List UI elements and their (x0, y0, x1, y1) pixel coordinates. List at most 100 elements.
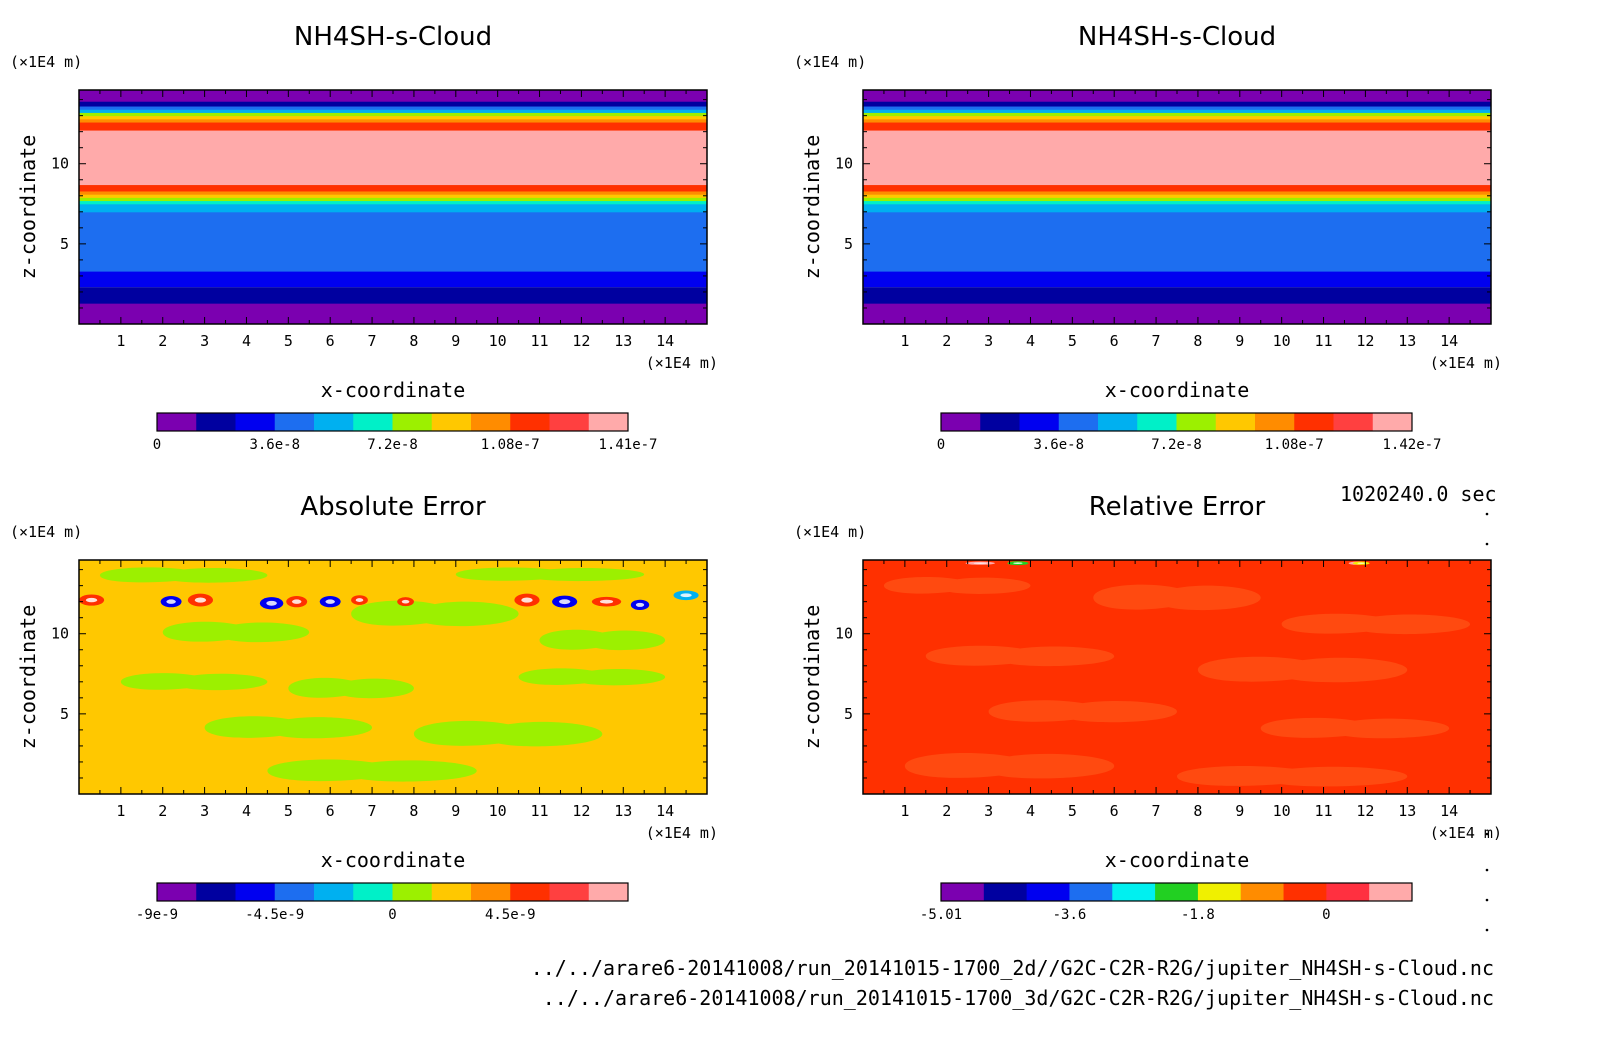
colorbar-swatch (1283, 883, 1327, 901)
x-tick-label: 9 (451, 332, 460, 350)
y-tick-label: 5 (60, 235, 69, 253)
x-tick-label: 3 (984, 332, 993, 350)
contour-band (863, 184, 1491, 192)
x-tick-label: 10 (489, 332, 507, 350)
x-tick-label: 14 (1440, 332, 1458, 350)
colorbar-swatch (510, 883, 550, 901)
colorbar-tick-label: -1.8 (1181, 907, 1215, 923)
contour-band (79, 203, 707, 213)
x-axis-label: x-coordinate (321, 848, 466, 872)
contour-band (79, 118, 707, 123)
x-tick-label: 4 (242, 802, 251, 820)
colorbar-swatch (1026, 883, 1070, 901)
y-unit-label: (×1E4 m) (10, 523, 82, 541)
colorbar-swatch (235, 883, 276, 901)
y-tick-label: 5 (844, 705, 853, 723)
x-tick-label: 7 (1152, 332, 1161, 350)
plot-area (863, 90, 1491, 324)
chart-panel-2: 1 2 3 4 5 6 7 8 9 10 11 12 13 14510NH4SH-s-Cloud(×1E4… (794, 22, 1502, 453)
contour-core (599, 599, 614, 604)
plot-area (863, 560, 1491, 794)
colorbar-swatch (353, 883, 393, 901)
x-unit-label: (×1E4 m) (646, 354, 718, 372)
colorbar-tick-label: 7.2e-8 (1151, 437, 1202, 453)
colorbar-swatch (1112, 883, 1156, 901)
contour-band (79, 194, 707, 198)
colorbar-swatch (471, 413, 511, 431)
x-tick-label: 13 (1398, 802, 1416, 820)
contour-core (973, 562, 987, 564)
x-tick-label: 8 (1193, 802, 1202, 820)
contour-core (521, 597, 533, 603)
colorbar-swatch (1255, 413, 1295, 431)
colorbar-swatch (157, 413, 197, 431)
contour-band (79, 200, 707, 205)
contour-band (79, 122, 707, 131)
colorbar-frame (156, 882, 629, 902)
x-axis-label: x-coordinate (321, 378, 466, 402)
colorbar-swatch (549, 413, 590, 431)
x-tick-label: 14 (656, 802, 674, 820)
y-unit-label: (×1E4 m) (10, 53, 82, 71)
contour-region (883, 576, 1031, 594)
x-tick-label: 13 (614, 332, 632, 350)
contour-region (288, 677, 414, 699)
colorbar-swatch (1333, 413, 1374, 431)
contour-band (79, 115, 707, 120)
contour-region (539, 629, 666, 651)
colorbar-tick-label: 1.41e-7 (598, 437, 657, 453)
colorbar-tick-label: 1.08e-7 (481, 437, 540, 453)
x-tick-label: 5 (284, 332, 293, 350)
y-axis-label: z-coordinate (16, 135, 40, 280)
colorbar-swatch (983, 883, 1028, 901)
contour-band (863, 197, 1491, 202)
x-tick-label: 4 (1026, 332, 1035, 350)
contour-core (401, 599, 410, 604)
colorbar-swatch (588, 413, 629, 431)
x-tick-label: 3 (984, 802, 993, 820)
y-tick-label: 10 (835, 625, 853, 643)
x-tick-label: 12 (1356, 802, 1374, 820)
contour-core (166, 599, 176, 604)
marker-dot (1485, 512, 1489, 516)
colorbar-tick-label: 0 (1322, 907, 1330, 923)
contour-core (1013, 562, 1023, 564)
plot-area (79, 90, 707, 324)
x-axis-label: x-coordinate (1105, 378, 1250, 402)
contour-region (1093, 584, 1261, 611)
y-unit-label: (×1E4 m) (794, 53, 866, 71)
x-tick-label: 14 (656, 332, 674, 350)
marker-dot (1485, 928, 1489, 932)
chart-title: Relative Error (1089, 492, 1266, 522)
contour-band (863, 203, 1491, 213)
colorbar-tick-label: 0 (388, 907, 396, 923)
contour-band (863, 194, 1491, 198)
x-tick-label: 7 (1152, 802, 1161, 820)
contour-core (194, 597, 207, 603)
x-tick-label: 6 (1110, 802, 1119, 820)
x-tick-label: 1 (116, 802, 125, 820)
colorbar-swatch (1240, 883, 1285, 901)
contour-band (863, 303, 1491, 324)
contour-band (79, 130, 707, 186)
x-tick-label: 13 (1398, 332, 1416, 350)
colorbar-swatch (314, 413, 354, 431)
footer-line-1: ../../arare6-20141008/run_20141015-1700_… (530, 956, 1494, 980)
contour-core (266, 600, 277, 606)
x-tick-label: 11 (531, 802, 549, 820)
contour-region (1177, 765, 1408, 787)
x-tick-label: 12 (572, 332, 590, 350)
x-unit-label: (×1E4 m) (646, 824, 718, 842)
colorbar-frame (156, 412, 629, 432)
chart-title: NH4SH-s-Cloud (1078, 22, 1276, 52)
time-label: 1020240.0 sec (1340, 482, 1497, 506)
y-axis-label: z-coordinate (800, 135, 824, 280)
colorbar-tick-label: -3.6 (1053, 907, 1087, 923)
colorbar-swatch (1058, 413, 1099, 431)
x-unit-label: (×1E4 m) (1430, 824, 1502, 842)
x-tick-label: 13 (614, 802, 632, 820)
marker-dot (1485, 868, 1489, 872)
colorbar-swatch (431, 413, 472, 431)
x-tick-label: 9 (1235, 332, 1244, 350)
